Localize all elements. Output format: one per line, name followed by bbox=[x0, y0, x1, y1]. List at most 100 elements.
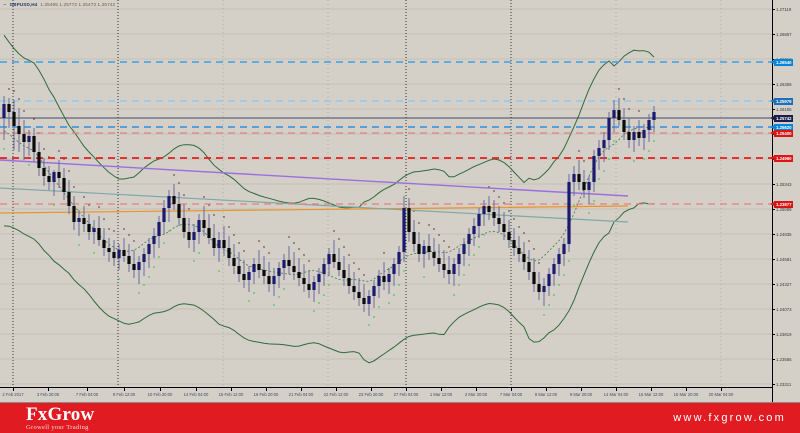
candle-body bbox=[302, 278, 306, 284]
parabolic-sar-dot bbox=[228, 226, 230, 228]
price-marker-level[interactable]: 1.24960 bbox=[774, 154, 793, 162]
candle-body bbox=[72, 206, 76, 222]
parabolic-sar-dot bbox=[188, 208, 190, 210]
price-marker-level[interactable]: 1.25979 bbox=[774, 97, 793, 105]
candle-body bbox=[167, 196, 171, 208]
parabolic-sar-dot bbox=[598, 178, 600, 180]
candle-body bbox=[412, 232, 416, 244]
price-marker-level[interactable]: 1.26540 bbox=[774, 58, 793, 66]
time-tick-mark bbox=[686, 388, 687, 391]
time-tick-mark bbox=[616, 388, 617, 391]
candle-body bbox=[582, 182, 586, 190]
brand-name: FxGrow bbox=[26, 403, 95, 425]
parabolic-sar-dot bbox=[618, 88, 620, 90]
parabolic-sar-dot bbox=[438, 234, 440, 236]
candle-body bbox=[172, 196, 176, 204]
price-tick-value: 1.26867 bbox=[776, 32, 792, 37]
candle-body bbox=[617, 110, 621, 120]
price-marker-arrow-icon bbox=[770, 202, 774, 206]
parabolic-sar-dot bbox=[588, 212, 590, 214]
time-tick-mark bbox=[160, 388, 161, 391]
candle-body bbox=[447, 270, 451, 274]
candle-body bbox=[522, 254, 526, 262]
time-tick-label: 2 Feb 2017 bbox=[2, 392, 24, 397]
price-tick-mark bbox=[773, 309, 775, 310]
candle-body bbox=[197, 220, 201, 232]
parabolic-sar-dot bbox=[173, 174, 175, 176]
parabolic-sar-dot bbox=[563, 274, 565, 276]
price-scale-axis[interactable]: 1.271191.268671.266131.263591.261051.258… bbox=[770, 0, 800, 402]
price-marker-level[interactable]: 1.23877 bbox=[774, 200, 793, 208]
price-tick-value: 1.23819 bbox=[776, 332, 792, 337]
parabolic-sar-dot bbox=[508, 210, 510, 212]
parabolic-sar-dot bbox=[318, 302, 320, 304]
parabolic-sar-dot bbox=[473, 254, 475, 256]
candle-body bbox=[387, 274, 391, 282]
candle-body bbox=[97, 228, 101, 240]
candle-body bbox=[567, 182, 571, 244]
parabolic-sar-dot bbox=[68, 170, 70, 172]
price-marker-arrow-icon bbox=[770, 99, 774, 103]
candle-body bbox=[62, 178, 66, 192]
candle-body bbox=[457, 254, 461, 264]
candle-body bbox=[27, 136, 31, 142]
candle-body bbox=[382, 276, 386, 282]
price-marker-last[interactable]: 1.25742 bbox=[774, 114, 793, 122]
candle-body bbox=[182, 218, 186, 232]
candle-body bbox=[2, 104, 6, 118]
parabolic-sar-dot bbox=[468, 264, 470, 266]
time-scale-axis[interactable]: 2 Feb 2017 3 Feb 20:00 7 Feb 04:00 9 Feb 12… bbox=[0, 387, 772, 403]
time-tick-label: 27 Feb 04:00 bbox=[393, 392, 419, 397]
candle-body bbox=[137, 262, 141, 270]
candle-body bbox=[297, 272, 301, 278]
candle-body bbox=[92, 228, 96, 232]
candle-body bbox=[47, 176, 51, 182]
parabolic-sar-dot bbox=[333, 230, 335, 232]
parabolic-sar-dot bbox=[33, 118, 35, 120]
parabolic-sar-dot bbox=[568, 260, 570, 262]
candle-body bbox=[307, 284, 311, 290]
candle-body bbox=[242, 274, 246, 280]
parabolic-sar-dot bbox=[528, 240, 530, 242]
parabolic-sar-dot bbox=[203, 196, 205, 198]
chart-plot-area[interactable] bbox=[0, 0, 772, 402]
price-tick-value: 1.24327 bbox=[776, 282, 792, 287]
parabolic-sar-dot bbox=[378, 306, 380, 308]
trendline-orange-ma[interactable] bbox=[0, 205, 629, 214]
candle-body bbox=[122, 250, 126, 256]
time-tick-label: 23 Feb 20:00 bbox=[358, 392, 384, 397]
parabolic-sar-dot bbox=[273, 304, 275, 306]
parabolic-sar-dot bbox=[628, 108, 630, 110]
price-marker-arrow-icon bbox=[770, 125, 774, 129]
parabolic-sar-dot bbox=[493, 190, 495, 192]
trendline-purple-downtrend[interactable] bbox=[0, 159, 629, 197]
trendline-teal-ma[interactable] bbox=[0, 187, 629, 223]
parabolic-sar-dot bbox=[433, 228, 435, 230]
candle-body bbox=[397, 252, 401, 264]
candle-body bbox=[487, 206, 491, 212]
parabolic-sar-dot bbox=[93, 252, 95, 254]
candle-body bbox=[187, 232, 191, 240]
candle-body bbox=[612, 110, 616, 118]
candle-body bbox=[557, 254, 561, 264]
price-tick-mark bbox=[773, 384, 775, 385]
candle-body bbox=[607, 118, 611, 140]
candle-body bbox=[322, 264, 326, 274]
time-tick-label: 1 Mar 12:00 bbox=[429, 392, 453, 397]
price-tick-mark bbox=[773, 209, 775, 210]
website-url[interactable]: www.fxgrow.com bbox=[673, 412, 786, 424]
parabolic-sar-dot bbox=[458, 284, 460, 286]
parabolic-sar-dot bbox=[518, 226, 520, 228]
candle-body bbox=[507, 232, 511, 240]
price-marker-level[interactable]: 1.25620 bbox=[774, 123, 793, 131]
price-marker-level[interactable]: 1.25400 bbox=[774, 129, 793, 137]
parabolic-sar-dot bbox=[578, 150, 580, 152]
time-tick-mark bbox=[721, 388, 722, 391]
parabolic-sar-dot bbox=[418, 222, 420, 224]
candle-body bbox=[492, 212, 496, 218]
time-tick-label: 3 Feb 20:00 bbox=[36, 392, 60, 397]
candle-body bbox=[532, 272, 536, 284]
parabolic-sar-dot bbox=[303, 254, 305, 256]
parabolic-sar-dot bbox=[348, 254, 350, 256]
candle-body bbox=[467, 234, 471, 244]
